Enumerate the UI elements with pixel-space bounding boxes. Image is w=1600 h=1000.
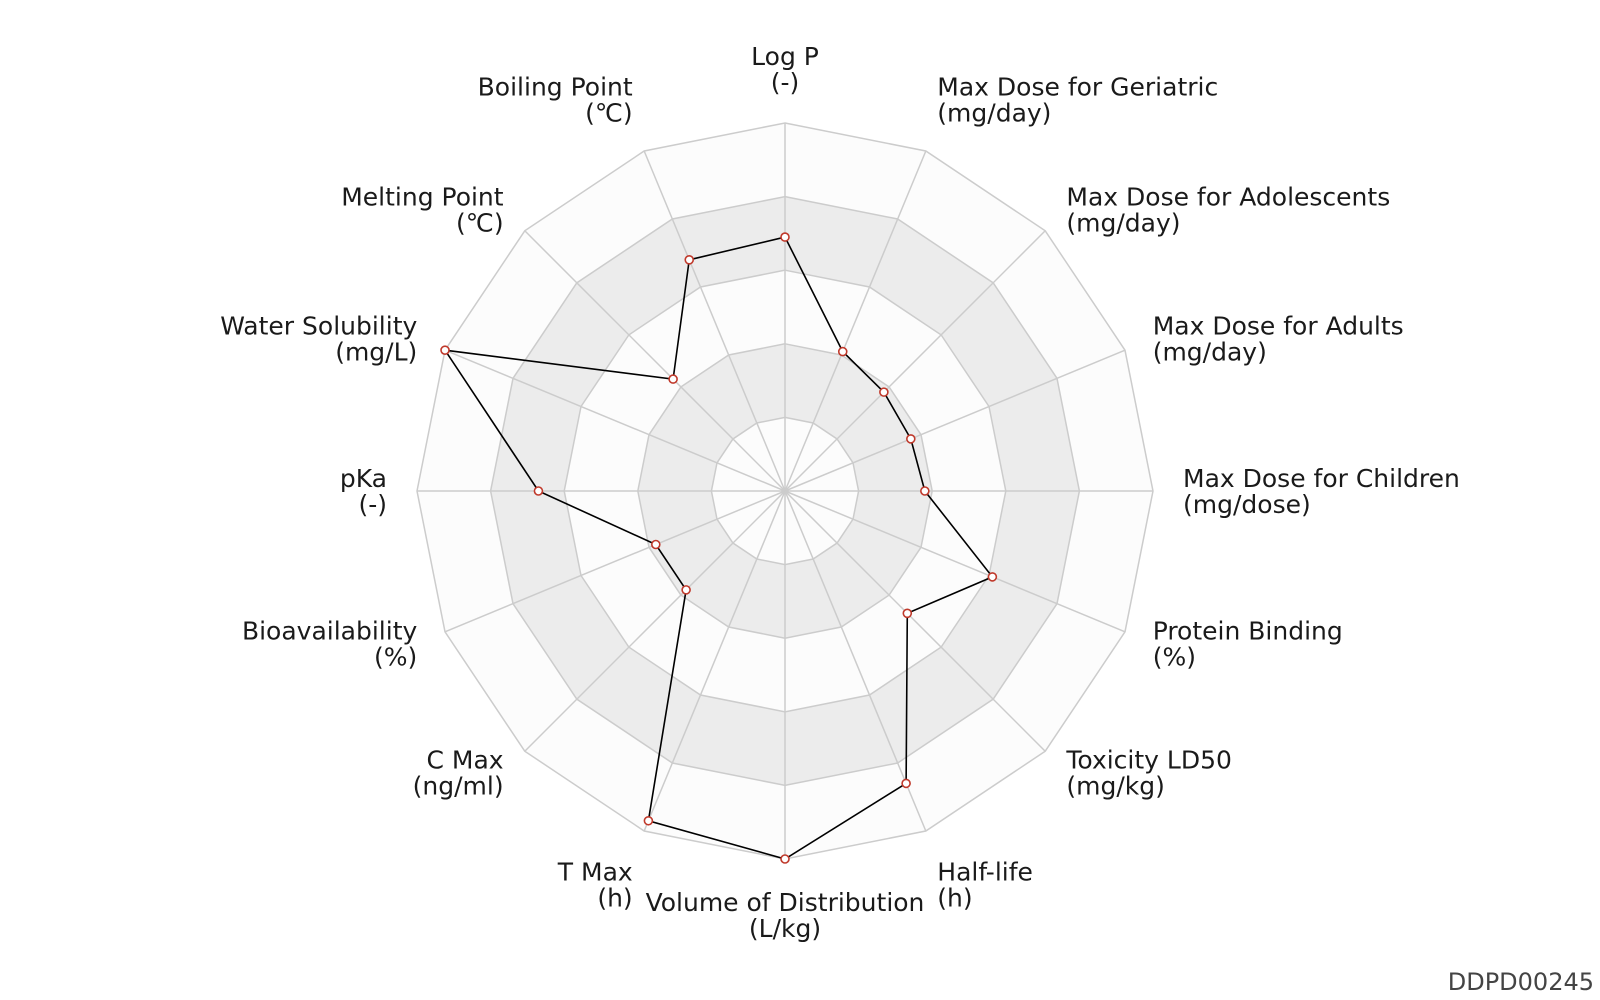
series-markers: [440, 232, 998, 864]
data-point-0: [780, 232, 790, 242]
axis-unit: (mg/kg): [1066, 771, 1165, 800]
data-point-12: [533, 486, 544, 496]
axis-unit: (ng/ml): [413, 771, 504, 800]
axis-name: Boiling Point: [478, 72, 633, 101]
axis-name: T Max: [557, 858, 633, 887]
spoke-9: [643, 490, 786, 832]
axis-name: Protein Binding: [1153, 616, 1343, 645]
chart-id: DDPD00245: [1447, 968, 1594, 996]
spoke-3: [784, 349, 1126, 492]
data-point-9: [643, 815, 654, 826]
axis-unit: (h): [937, 884, 972, 913]
data-point-2: [879, 387, 889, 397]
axis-name: C Max: [427, 745, 504, 774]
axis-unit: (-): [771, 68, 800, 97]
axis-unit: (℃): [585, 98, 633, 127]
axis-unit: (%): [374, 642, 417, 671]
axis-name: Melting Point: [341, 183, 504, 212]
axis-name: Max Dose for Adults: [1153, 312, 1404, 341]
axis-name: Half-life: [937, 858, 1033, 887]
axis-name: Toxicity LD50: [1065, 745, 1232, 774]
axis-name: Water Solubility: [220, 312, 417, 341]
axis-name: Max Dose for Adolescents: [1066, 183, 1390, 212]
axis-unit: (mg/day): [1153, 338, 1267, 367]
spoke-10: [524, 490, 786, 752]
radar-spokes: [417, 123, 1153, 859]
data-point-8: [780, 854, 790, 864]
axis-label-3: Max Dose for Adults(mg/day): [1153, 312, 1404, 367]
axis-label-6: Toxicity LD50(mg/kg): [1065, 745, 1232, 800]
data-point-3: [905, 434, 916, 444]
axis-unit: (h): [597, 884, 632, 913]
axis-name: Log P: [751, 42, 819, 71]
axis-label-14: Melting Point(℃): [341, 183, 504, 238]
spoke-13: [444, 349, 786, 492]
data-point-13: [440, 345, 450, 355]
data-point-5: [987, 572, 998, 582]
axis-label-8: Volume of Distribution(L/kg): [646, 888, 925, 943]
axis-label-4: Max Dose for Children(mg/dose): [1183, 464, 1460, 519]
axis-label-12: pKa(-): [340, 464, 387, 519]
axis-name: pKa: [340, 464, 387, 493]
axis-unit: (mg/dose): [1183, 490, 1311, 519]
axis-unit: (℃): [456, 209, 504, 238]
axis-label-13: Water Solubility(mg/L): [220, 312, 417, 367]
axis-label-0: Log P(-): [751, 42, 819, 97]
radar-axis-labels: Log P(-) Max Dose for Geriatric(mg/day)Ma…: [220, 42, 1460, 943]
axis-label-2: Max Dose for Adolescents(mg/day): [1066, 183, 1390, 238]
axis-label-9: T Max(h): [557, 858, 633, 913]
axis-label-7: Half-life(h): [937, 858, 1033, 913]
data-point-15: [684, 255, 695, 265]
axis-name: Max Dose for Geriatric: [937, 72, 1218, 101]
axis-unit: (mg/L): [335, 338, 417, 367]
axis-label-5: Protein Binding(%): [1153, 616, 1343, 671]
spoke-15: [643, 150, 786, 492]
data-point-11: [650, 539, 661, 550]
spoke-11: [444, 490, 786, 633]
axis-label-1: Max Dose for Geriatric(mg/day): [937, 72, 1218, 127]
data-point-14: [668, 374, 678, 384]
axis-unit: (mg/day): [1066, 209, 1180, 238]
data-point-4: [920, 486, 930, 496]
axis-label-15: Boiling Point(℃): [478, 72, 633, 127]
axis-unit: (%): [1153, 642, 1196, 671]
data-point-6: [902, 608, 913, 619]
data-point-10: [681, 585, 691, 595]
axis-unit: (L/kg): [749, 914, 821, 943]
spoke-14: [524, 230, 786, 492]
axis-unit: (mg/day): [937, 98, 1051, 127]
axis-label-10: C Max(ng/ml): [413, 745, 504, 800]
axis-label-11: Bioavailability(%): [242, 616, 418, 671]
spoke-5: [784, 490, 1126, 633]
spoke-1: [784, 150, 927, 492]
data-point-7: [901, 778, 911, 789]
spoke-2: [784, 230, 1046, 492]
spoke-7: [784, 490, 927, 832]
spoke-6: [784, 490, 1046, 752]
axis-name: Volume of Distribution: [646, 888, 925, 917]
data-point-1: [837, 346, 848, 357]
axis-name: Max Dose for Children: [1183, 464, 1460, 493]
axis-unit: (-): [358, 490, 387, 519]
axis-name: Bioavailability: [242, 616, 418, 645]
